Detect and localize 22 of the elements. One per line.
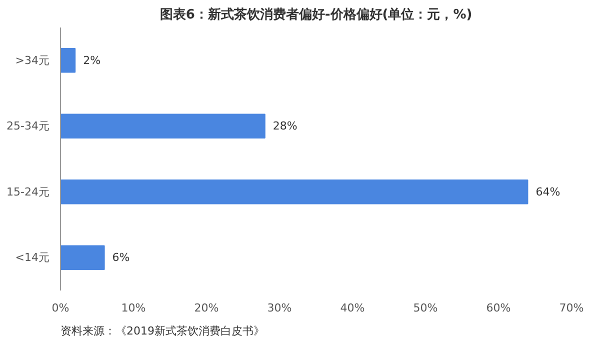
data-label: 6% bbox=[112, 251, 130, 264]
y-tick-label: >34元 bbox=[15, 54, 50, 67]
bar bbox=[60, 245, 105, 270]
x-tick-label: 30% bbox=[267, 302, 292, 314]
bar bbox=[60, 114, 266, 138]
bar bbox=[60, 48, 76, 73]
data-label: 28% bbox=[272, 120, 298, 133]
text: 资料来源：《2019新式茶饮消费白皮书》 bbox=[60, 324, 264, 338]
bar bbox=[60, 180, 528, 204]
y-tick-label: 15-24元 bbox=[6, 185, 50, 198]
x-tick-label: 40% bbox=[340, 302, 365, 314]
y-tick-label: <14元 bbox=[15, 251, 50, 264]
x-tick-label: 50% bbox=[413, 302, 438, 314]
y-tick-label: 25-34元 bbox=[6, 120, 50, 133]
data-label: 2% bbox=[83, 54, 101, 67]
data-label: 64% bbox=[536, 185, 560, 198]
x-tick-label: 60% bbox=[486, 302, 511, 314]
x-tick-label: 70% bbox=[559, 302, 584, 314]
chart-title: 图表6：新式茶饮消费者偏好-价格偏好(单位：元，%) bbox=[160, 6, 472, 22]
x-tick-label: 20% bbox=[194, 302, 219, 314]
x-tick-label: 0% bbox=[52, 302, 70, 314]
x-tick-label: 10% bbox=[121, 302, 146, 314]
